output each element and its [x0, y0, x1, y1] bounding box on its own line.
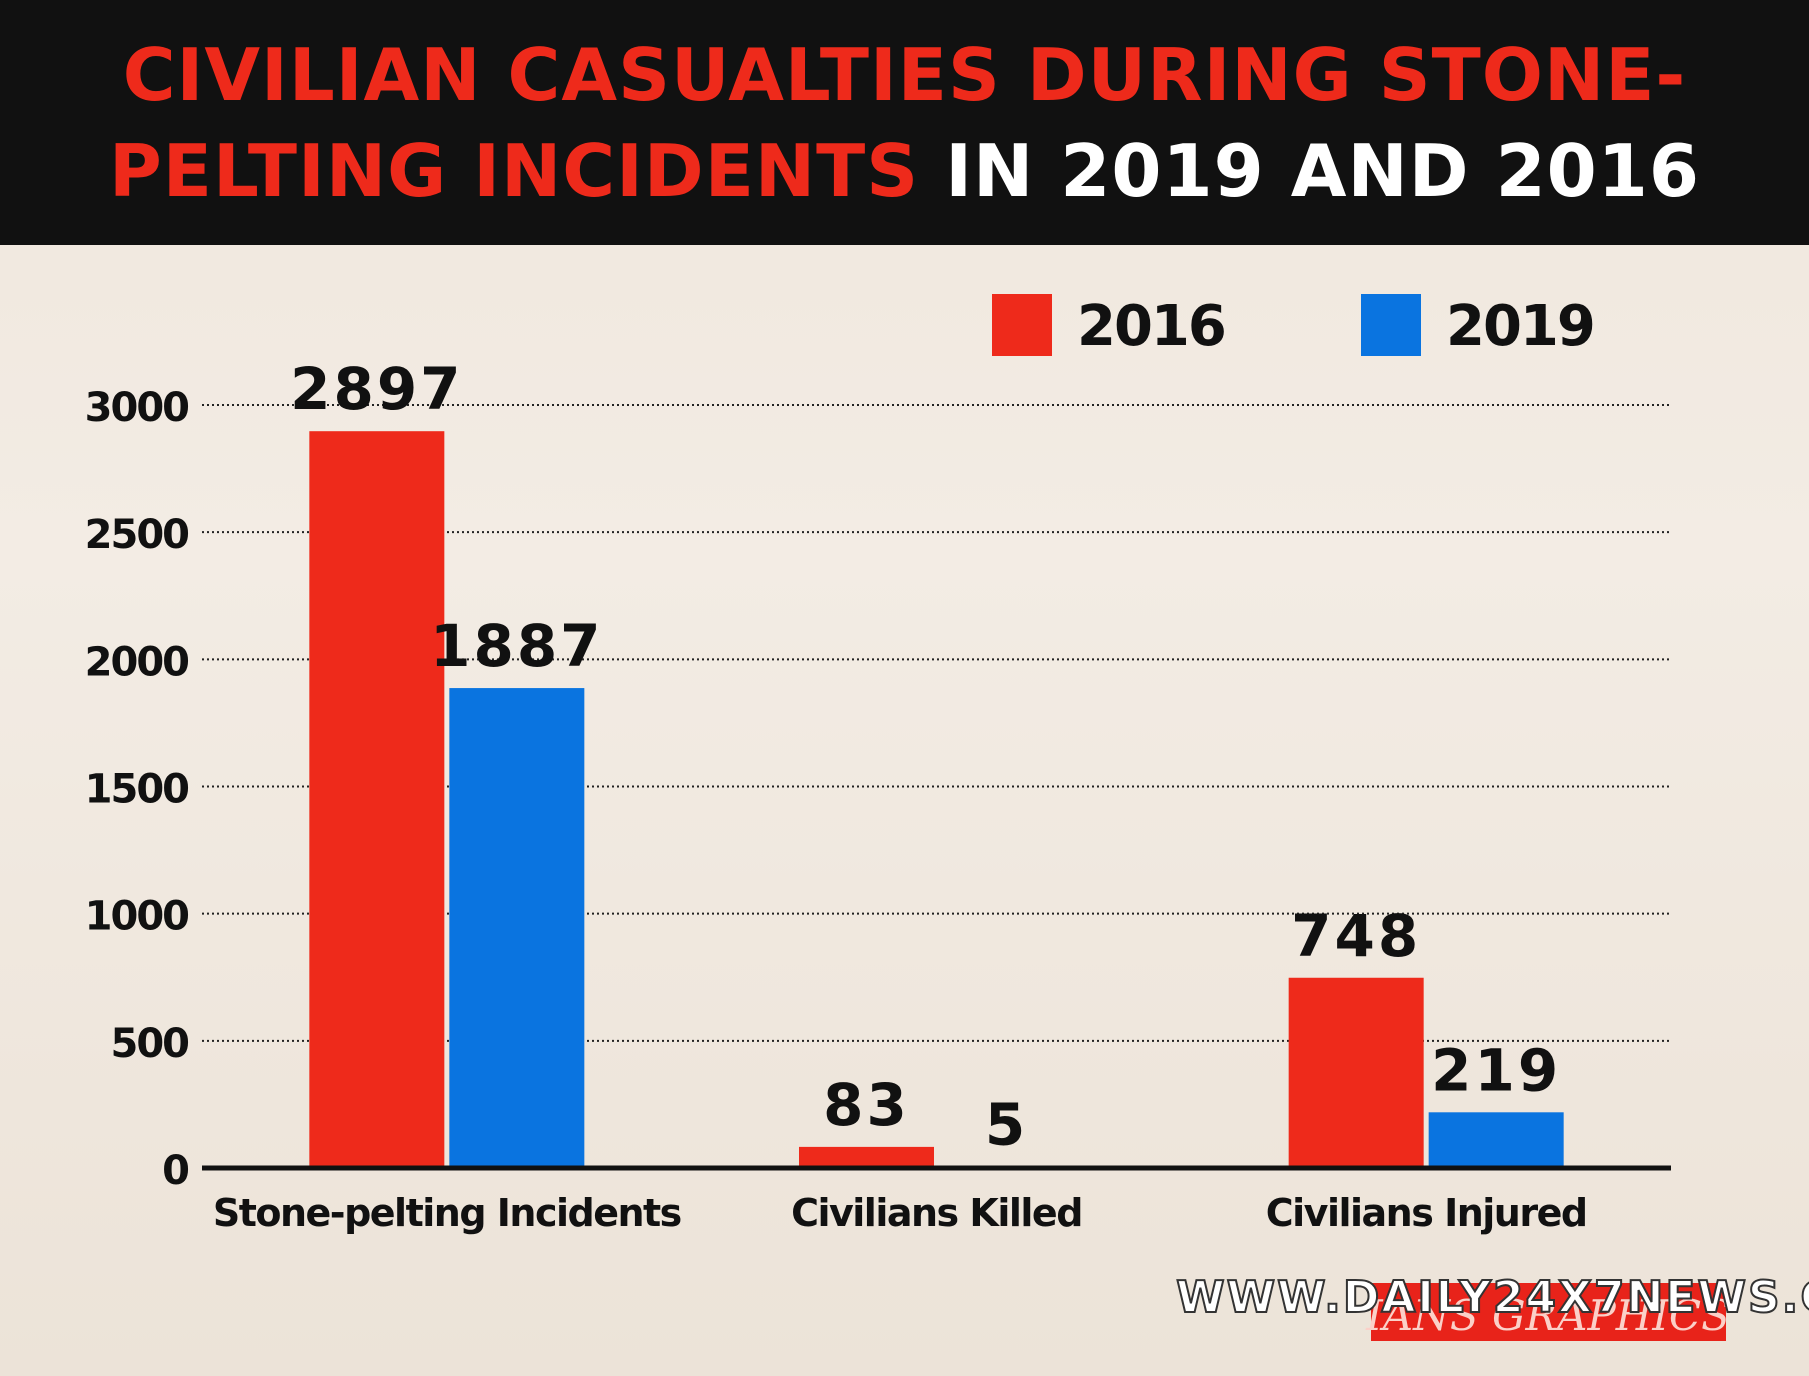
value-label: 2897 [290, 355, 463, 423]
legend-label: 2016 [1077, 294, 1225, 359]
y-tick-label: 500 [111, 1021, 189, 1067]
title-white: IN 2019 AND 2016 [945, 128, 1700, 213]
y-tick-label: 0 [162, 1148, 188, 1194]
x-tick-label: Civilians Killed [791, 1191, 1082, 1235]
title-red: CIVILIAN CASUALTIES DURING STONE-PELTING… [109, 32, 1687, 213]
y-tick-label: 2000 [85, 639, 188, 685]
bar [449, 688, 585, 1168]
source-box [1371, 1283, 1726, 1341]
source: IANS GRAPHICS [1365, 1291, 1730, 1340]
value-label: 219 [1431, 1036, 1561, 1104]
watermark: WWW.DAILY24X7NEWS.COM [1176, 1272, 1809, 1323]
title-band: CIVILIAN CASUALTIES DURING STONE-PELTING… [0, 0, 1809, 245]
chart-title: CIVILIAN CASUALTIES DURING STONE-PELTING… [45, 27, 1765, 219]
value-label: 1887 [430, 612, 603, 680]
x-tick-label: Stone-pelting Incidents [213, 1191, 681, 1235]
legend-label: 2019 [1446, 294, 1594, 359]
y-tick-label: 2500 [85, 512, 188, 558]
bar [1288, 977, 1424, 1168]
bar [309, 431, 445, 1169]
legend-swatch [992, 294, 1052, 356]
legend-swatch [1361, 294, 1421, 356]
y-tick-label: 1500 [85, 767, 188, 813]
value-label: 83 [823, 1071, 910, 1139]
value-label: 748 [1291, 902, 1421, 970]
y-tick-label: 3000 [85, 385, 188, 431]
y-tick-label: 1000 [85, 894, 188, 940]
bar [799, 1146, 934, 1168]
x-tick-label: Civilians Injured [1266, 1191, 1587, 1235]
bar [1428, 1112, 1564, 1168]
value-label: 5 [985, 1091, 1028, 1159]
